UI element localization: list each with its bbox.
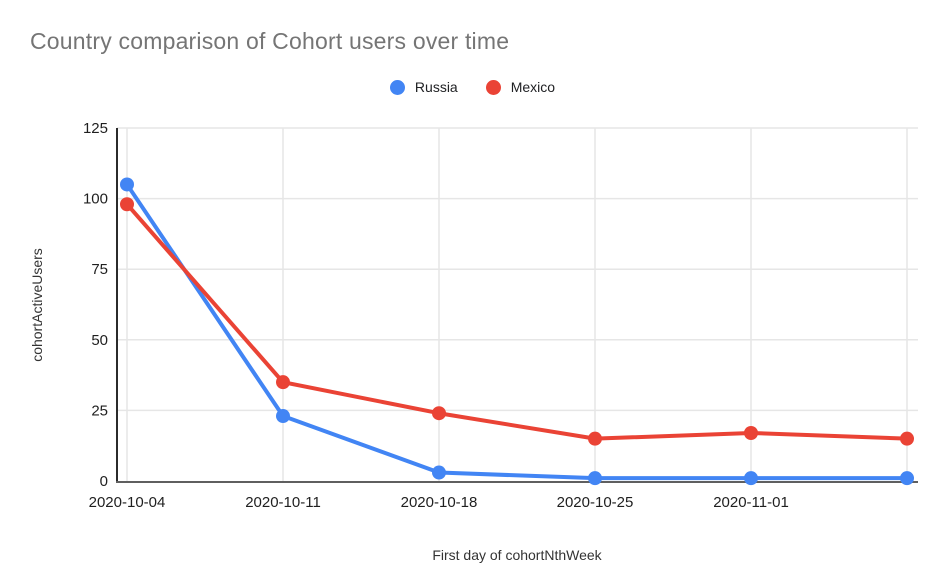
legend-label-russia: Russia <box>414 79 458 95</box>
data-point-mexico-2 <box>432 406 446 421</box>
y-tick-label-50: 50 <box>91 332 108 349</box>
y-tick-label-25: 25 <box>91 402 108 419</box>
tick-labels: 0 25 50 75 100 125 2020-10-04 2020-10-11 2020-10… <box>83 120 789 511</box>
gridlines <box>117 127 918 481</box>
y-tick-label-100: 100 <box>83 191 108 208</box>
data-point-mexico-5 <box>900 431 914 446</box>
series-line-russia <box>125 182 909 481</box>
x-axis-title: First day of cohortNthWeek <box>432 547 602 563</box>
legend-dot-mexico-icon <box>485 79 501 95</box>
data-point-russia-4 <box>744 471 758 486</box>
data-point-mexico-0 <box>120 197 134 212</box>
data-point-russia-0 <box>120 177 134 192</box>
x-tick-label-1: 2020-10-11 <box>245 494 321 511</box>
data-point-russia-2 <box>432 465 446 480</box>
series-line-mexico <box>125 202 909 441</box>
y-tick-label-0: 0 <box>100 473 108 490</box>
legend-item-russia: Russia <box>389 79 458 95</box>
data-point-russia-1 <box>276 409 290 424</box>
data-point-mexico-4 <box>744 425 758 440</box>
axes <box>116 128 918 483</box>
x-tick-label-3: 2020-10-25 <box>557 494 634 511</box>
x-tick-label-0: 2020-10-04 <box>89 494 166 511</box>
legend-dot-russia-icon <box>389 79 405 95</box>
y-tick-label-125: 125 <box>83 120 108 137</box>
data-point-russia-3 <box>588 471 602 486</box>
data-point-mexico-3 <box>588 431 602 446</box>
y-axis-title: cohortActiveUsers <box>29 248 45 362</box>
data-point-russia-5 <box>900 471 914 486</box>
x-tick-label-4: 2020-11-01 <box>713 494 789 511</box>
x-tick-label-2: 2020-10-18 <box>401 494 478 511</box>
legend-item-mexico: Mexico <box>485 79 556 95</box>
y-tick-label-75: 75 <box>91 261 108 278</box>
chart-title: Country comparison of Cohort users over … <box>30 28 510 54</box>
data-point-mexico-1 <box>276 375 290 390</box>
legend-label-mexico: Mexico <box>510 79 556 95</box>
legend: Russia Mexico <box>0 76 945 98</box>
series-lines <box>120 177 914 486</box>
